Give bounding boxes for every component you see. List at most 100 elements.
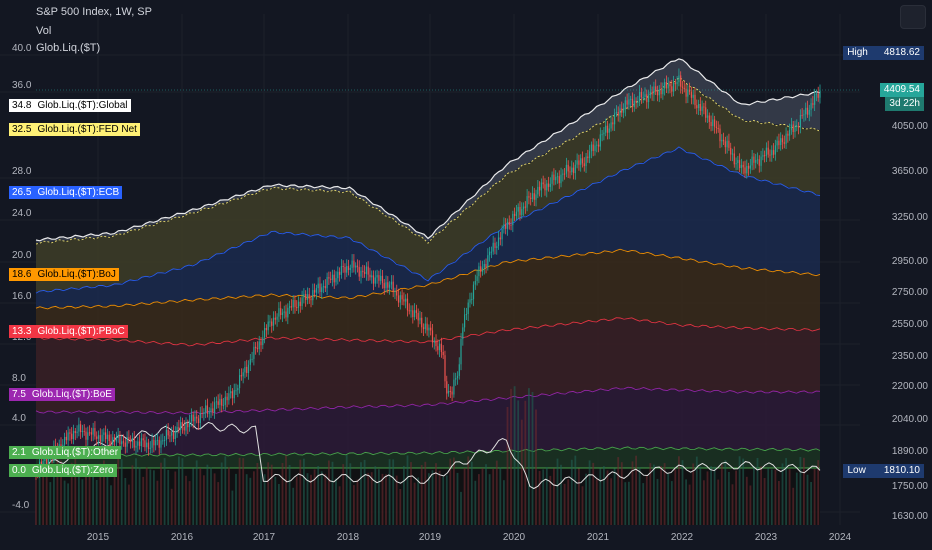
candle-body xyxy=(76,431,78,434)
layout-button[interactable] xyxy=(900,5,926,29)
candle-body xyxy=(603,132,605,135)
candle-body xyxy=(206,405,208,414)
volume-bar xyxy=(810,482,812,525)
series-tag-2[interactable]: 26.5 Glob.Liq.($T):ECB xyxy=(9,186,123,199)
candle-body xyxy=(317,283,319,289)
volume-bar xyxy=(256,463,259,525)
series-tag-5[interactable]: 7.5 Glob.Liq.($T):BoE xyxy=(9,388,115,401)
left-tick-label: 20.0 xyxy=(12,250,32,261)
left-tick-label: 24.0 xyxy=(12,208,32,219)
candle-body xyxy=(196,416,198,419)
series-tag-0[interactable]: 34.8 Glob.Liq.($T):Global xyxy=(9,99,131,112)
candle-body xyxy=(608,128,610,133)
candle-body xyxy=(737,160,739,163)
candle-body xyxy=(492,242,494,252)
band-fill-boe xyxy=(36,387,820,455)
candle-body xyxy=(330,278,332,280)
candle-body xyxy=(358,267,360,277)
candle-body xyxy=(280,308,282,315)
candle-body xyxy=(656,91,659,96)
candle-body xyxy=(447,391,450,394)
candle-body xyxy=(137,441,139,446)
series-tag-1[interactable]: 32.5 Glob.Liq.($T):FED Net xyxy=(9,123,140,136)
candle-body xyxy=(74,431,76,433)
candle-body xyxy=(199,412,201,423)
candle-body xyxy=(147,442,150,449)
volume-bar xyxy=(181,458,184,525)
candle-body xyxy=(292,300,294,308)
candle-body xyxy=(303,294,305,298)
volume-bar xyxy=(95,480,98,525)
candle-body xyxy=(437,346,439,351)
volume-bar xyxy=(442,476,445,525)
band-line-pboc xyxy=(35,317,821,347)
candle-body xyxy=(514,213,516,216)
volume-bar xyxy=(781,463,784,525)
candle-body xyxy=(212,408,214,413)
candle-body xyxy=(90,432,92,435)
candle-body xyxy=(644,94,646,97)
candle-body xyxy=(551,174,553,184)
volume-bar xyxy=(620,462,623,525)
volume-bar xyxy=(135,458,137,525)
candle-body xyxy=(680,75,682,87)
volume-bar xyxy=(349,463,352,525)
candle-body xyxy=(240,375,242,377)
volume-bar xyxy=(338,486,341,525)
volume-bar xyxy=(631,461,634,525)
band-line-boj xyxy=(35,248,821,310)
candle-body xyxy=(642,97,644,99)
volume-bar xyxy=(610,478,612,525)
candle-body xyxy=(340,266,342,275)
candle-body xyxy=(169,435,171,437)
volume-bar xyxy=(738,456,741,525)
candle-body xyxy=(239,375,241,389)
volume-bar xyxy=(753,466,755,525)
candle-body xyxy=(47,458,50,465)
volume-bar xyxy=(220,462,223,525)
volume-bar xyxy=(381,473,384,525)
candle-body xyxy=(739,160,741,168)
volume-bar xyxy=(370,472,373,525)
candle-body xyxy=(197,418,200,423)
candle-body xyxy=(194,416,196,422)
candle-body xyxy=(762,155,764,157)
candle-body xyxy=(667,83,669,89)
volume-bar xyxy=(506,407,509,525)
candle-body xyxy=(228,393,230,401)
volume-bar xyxy=(767,468,770,525)
candle-body xyxy=(372,275,375,284)
candle-body xyxy=(253,346,255,359)
volume-bar xyxy=(763,478,766,525)
candle-body xyxy=(97,435,100,439)
candle-body xyxy=(131,438,133,442)
volume-bar xyxy=(317,466,320,525)
series-tag-3[interactable]: 18.6 Glob.Liq.($T):BoJ xyxy=(9,268,119,281)
candle-body xyxy=(380,275,382,281)
band-line-ecb xyxy=(35,146,821,294)
candle-body xyxy=(397,295,400,303)
series-tag-4[interactable]: 13.3 Glob.Liq.($T):PBoC xyxy=(9,325,128,338)
x-tick-label: 2022 xyxy=(671,532,694,543)
candle-body xyxy=(549,183,551,187)
candle-body xyxy=(335,278,337,283)
low-badge: Low 1810.10 xyxy=(843,464,924,478)
volume-bar xyxy=(270,464,273,525)
series-tag-7[interactable]: 0.0 Glob.Liq.($T):Zero xyxy=(9,464,117,477)
candle-body xyxy=(749,165,751,169)
volume-bar xyxy=(560,464,562,525)
volume-bar xyxy=(217,482,220,525)
volume-bar xyxy=(592,462,595,525)
candle-body xyxy=(180,422,182,430)
indicator-label[interactable]: Glob.Liq.($T) xyxy=(36,42,101,54)
volume-bar xyxy=(99,463,102,525)
candle-body xyxy=(571,167,573,173)
candle-body xyxy=(305,294,307,300)
volume-bar xyxy=(113,469,116,525)
volume-bar xyxy=(213,473,216,525)
candle-body xyxy=(271,321,273,326)
series-tag-6[interactable]: 2.1 Glob.Liq.($T):Other xyxy=(9,446,122,459)
volume-bar xyxy=(756,458,759,525)
candle-body xyxy=(260,341,262,346)
